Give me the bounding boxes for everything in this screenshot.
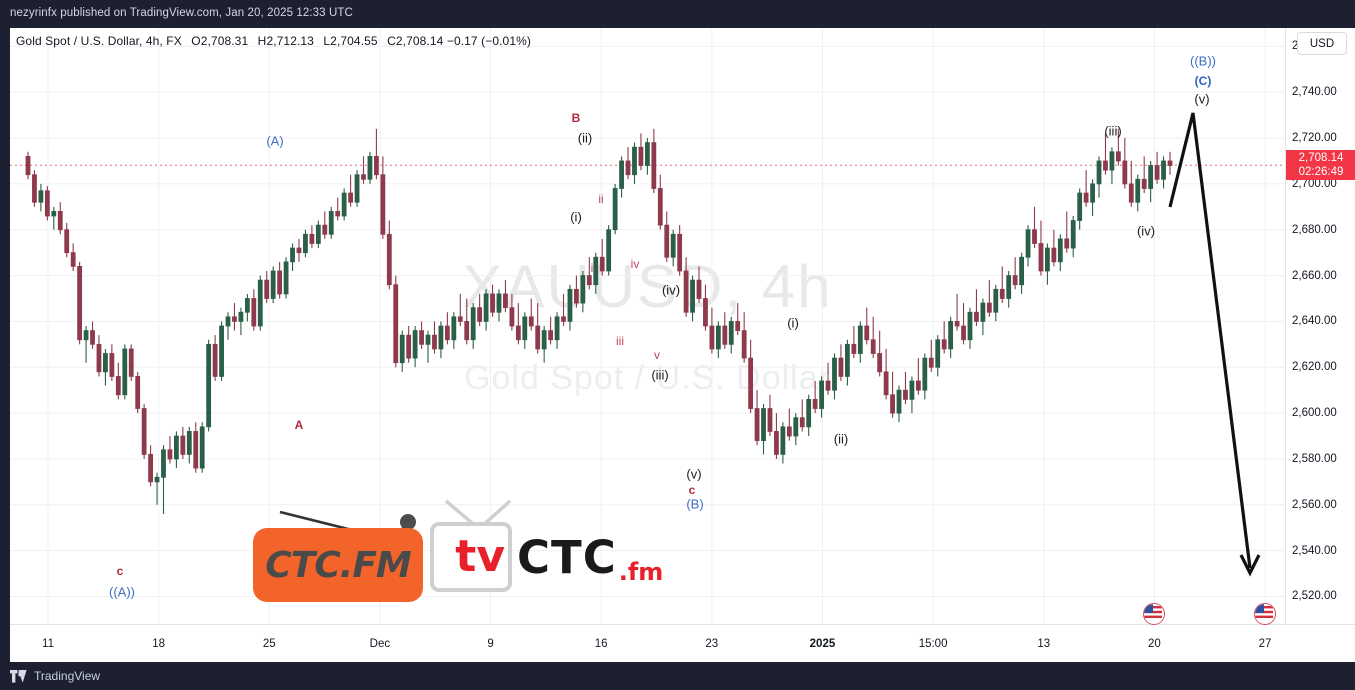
wave-label: (C) (1194, 74, 1212, 88)
price-tick: 2,640.00 (1292, 315, 1337, 328)
tradingview-logo-icon (10, 669, 27, 683)
chart-plot-area[interactable]: XAUUSD, 4h Gold Spot / U.S. Dollar ((A))… (10, 28, 1285, 624)
wave-label: (v) (1194, 91, 1210, 107)
wave-label: i (590, 261, 594, 275)
projection-arrow (1168, 112, 1261, 577)
time-tick: 16 (594, 638, 608, 650)
us-flag-event-icon[interactable] (1143, 603, 1166, 625)
time-tick: Dec (369, 638, 391, 650)
wave-label: ((B)) (1190, 53, 1216, 69)
wave-label: (i) (787, 315, 799, 331)
tvctc-fm-text: .fm (618, 558, 664, 586)
time-tick: 27 (1258, 638, 1272, 650)
chart-overlays (1168, 112, 1261, 577)
ctcfm-logo-text: CTC.FM (265, 544, 411, 586)
wave-label: ii (598, 192, 604, 206)
chart-gridlines (10, 28, 1285, 624)
time-tick: 11 (42, 638, 54, 650)
price-tick: 2,700.00 (1292, 177, 1337, 190)
wave-label: (iv) (661, 282, 681, 298)
wave-label: (B) (686, 496, 704, 512)
wave-label: iii (616, 334, 624, 348)
bar-countdown: 02:26:49 (1298, 166, 1344, 179)
time-tick: 18 (152, 638, 166, 650)
legend-symbol[interactable]: Gold Spot / U.S. Dollar, 4h, FX (16, 34, 182, 48)
wave-label: (ii) (577, 130, 593, 146)
time-tick: 25 (262, 638, 276, 650)
price-tick: 2,720.00 (1292, 132, 1337, 145)
footer-bar: TradingView (0, 662, 1355, 690)
publisher-bar: nezyrinfx published on TradingView.com, … (0, 0, 1355, 27)
wave-label: (ii) (833, 431, 849, 447)
price-tick: 2,520.00 (1292, 590, 1337, 603)
tv-frame-icon: tv (430, 522, 512, 592)
wave-label: (iii) (1104, 123, 1122, 139)
currency-badge[interactable]: USD (1297, 32, 1347, 55)
wave-label: A (294, 418, 304, 432)
wave-label: (i) (570, 209, 582, 225)
wave-label: (v) (686, 466, 702, 482)
price-tick: 2,660.00 (1292, 269, 1337, 282)
legend-close: C2,708.14 (387, 34, 444, 48)
last-price-value: 2,708.14 (1298, 152, 1344, 165)
wave-label: (iv) (1136, 223, 1156, 239)
tvctcfm-logo: tv CTC .fm (430, 522, 663, 592)
time-tick: 15:00 (918, 638, 948, 650)
legend-change: −0.17 (−0.01%) (446, 34, 531, 48)
time-tick: 9 (487, 638, 494, 650)
price-tick: 2,540.00 (1292, 544, 1337, 557)
wave-label: c (688, 483, 696, 497)
ctcfm-logo: CTC.FM (253, 528, 423, 602)
price-tick: 2,580.00 (1292, 452, 1337, 465)
chart-legend[interactable]: Gold Spot / U.S. Dollar, 4h, FX O2,708.3… (16, 34, 531, 48)
time-tick: 23 (705, 638, 719, 650)
tvctc-main-text: CTC (517, 530, 617, 584)
time-tick: 20 (1147, 638, 1161, 650)
wave-label: c (116, 564, 124, 578)
tradingview-brand-label: TradingView (34, 669, 101, 683)
price-tick: 2,740.00 (1292, 86, 1337, 99)
wave-label: (A) (266, 133, 284, 149)
wave-label: B (571, 111, 581, 125)
legend-high: H2,712.13 (257, 34, 314, 48)
price-tick: 2,600.00 (1292, 407, 1337, 420)
legend-open: O2,708.31 (191, 34, 249, 48)
price-tick: 2,680.00 (1292, 223, 1337, 236)
wave-label: ((A)) (109, 584, 135, 600)
price-scale[interactable]: USD 2,708.14 02:26:49 2,760.002,740.002,… (1285, 28, 1355, 624)
time-scale[interactable]: 11 18 25 Dec 9 16 23 2025 15:00 13 20 27 (10, 603, 1355, 662)
last-price-badge: 2,708.14 02:26:49 (1286, 150, 1355, 181)
time-tick: 2025 (809, 638, 836, 650)
wave-label: v (654, 348, 660, 362)
chart-canvas[interactable]: XAUUSD, 4h Gold Spot / U.S. Dollar ((A))… (10, 28, 1355, 662)
legend-low: L2,704.55 (323, 34, 378, 48)
us-flag-event-icon[interactable] (1254, 603, 1276, 625)
wave-label: (iii) (651, 367, 669, 383)
price-tick: 2,560.00 (1292, 498, 1337, 511)
wave-label: iv (630, 257, 640, 271)
time-tick: 13 (1037, 638, 1051, 650)
tv-prefix-text: tv (455, 531, 505, 582)
price-tick: 2,620.00 (1292, 361, 1337, 374)
candlestick-series (25, 128, 1173, 514)
